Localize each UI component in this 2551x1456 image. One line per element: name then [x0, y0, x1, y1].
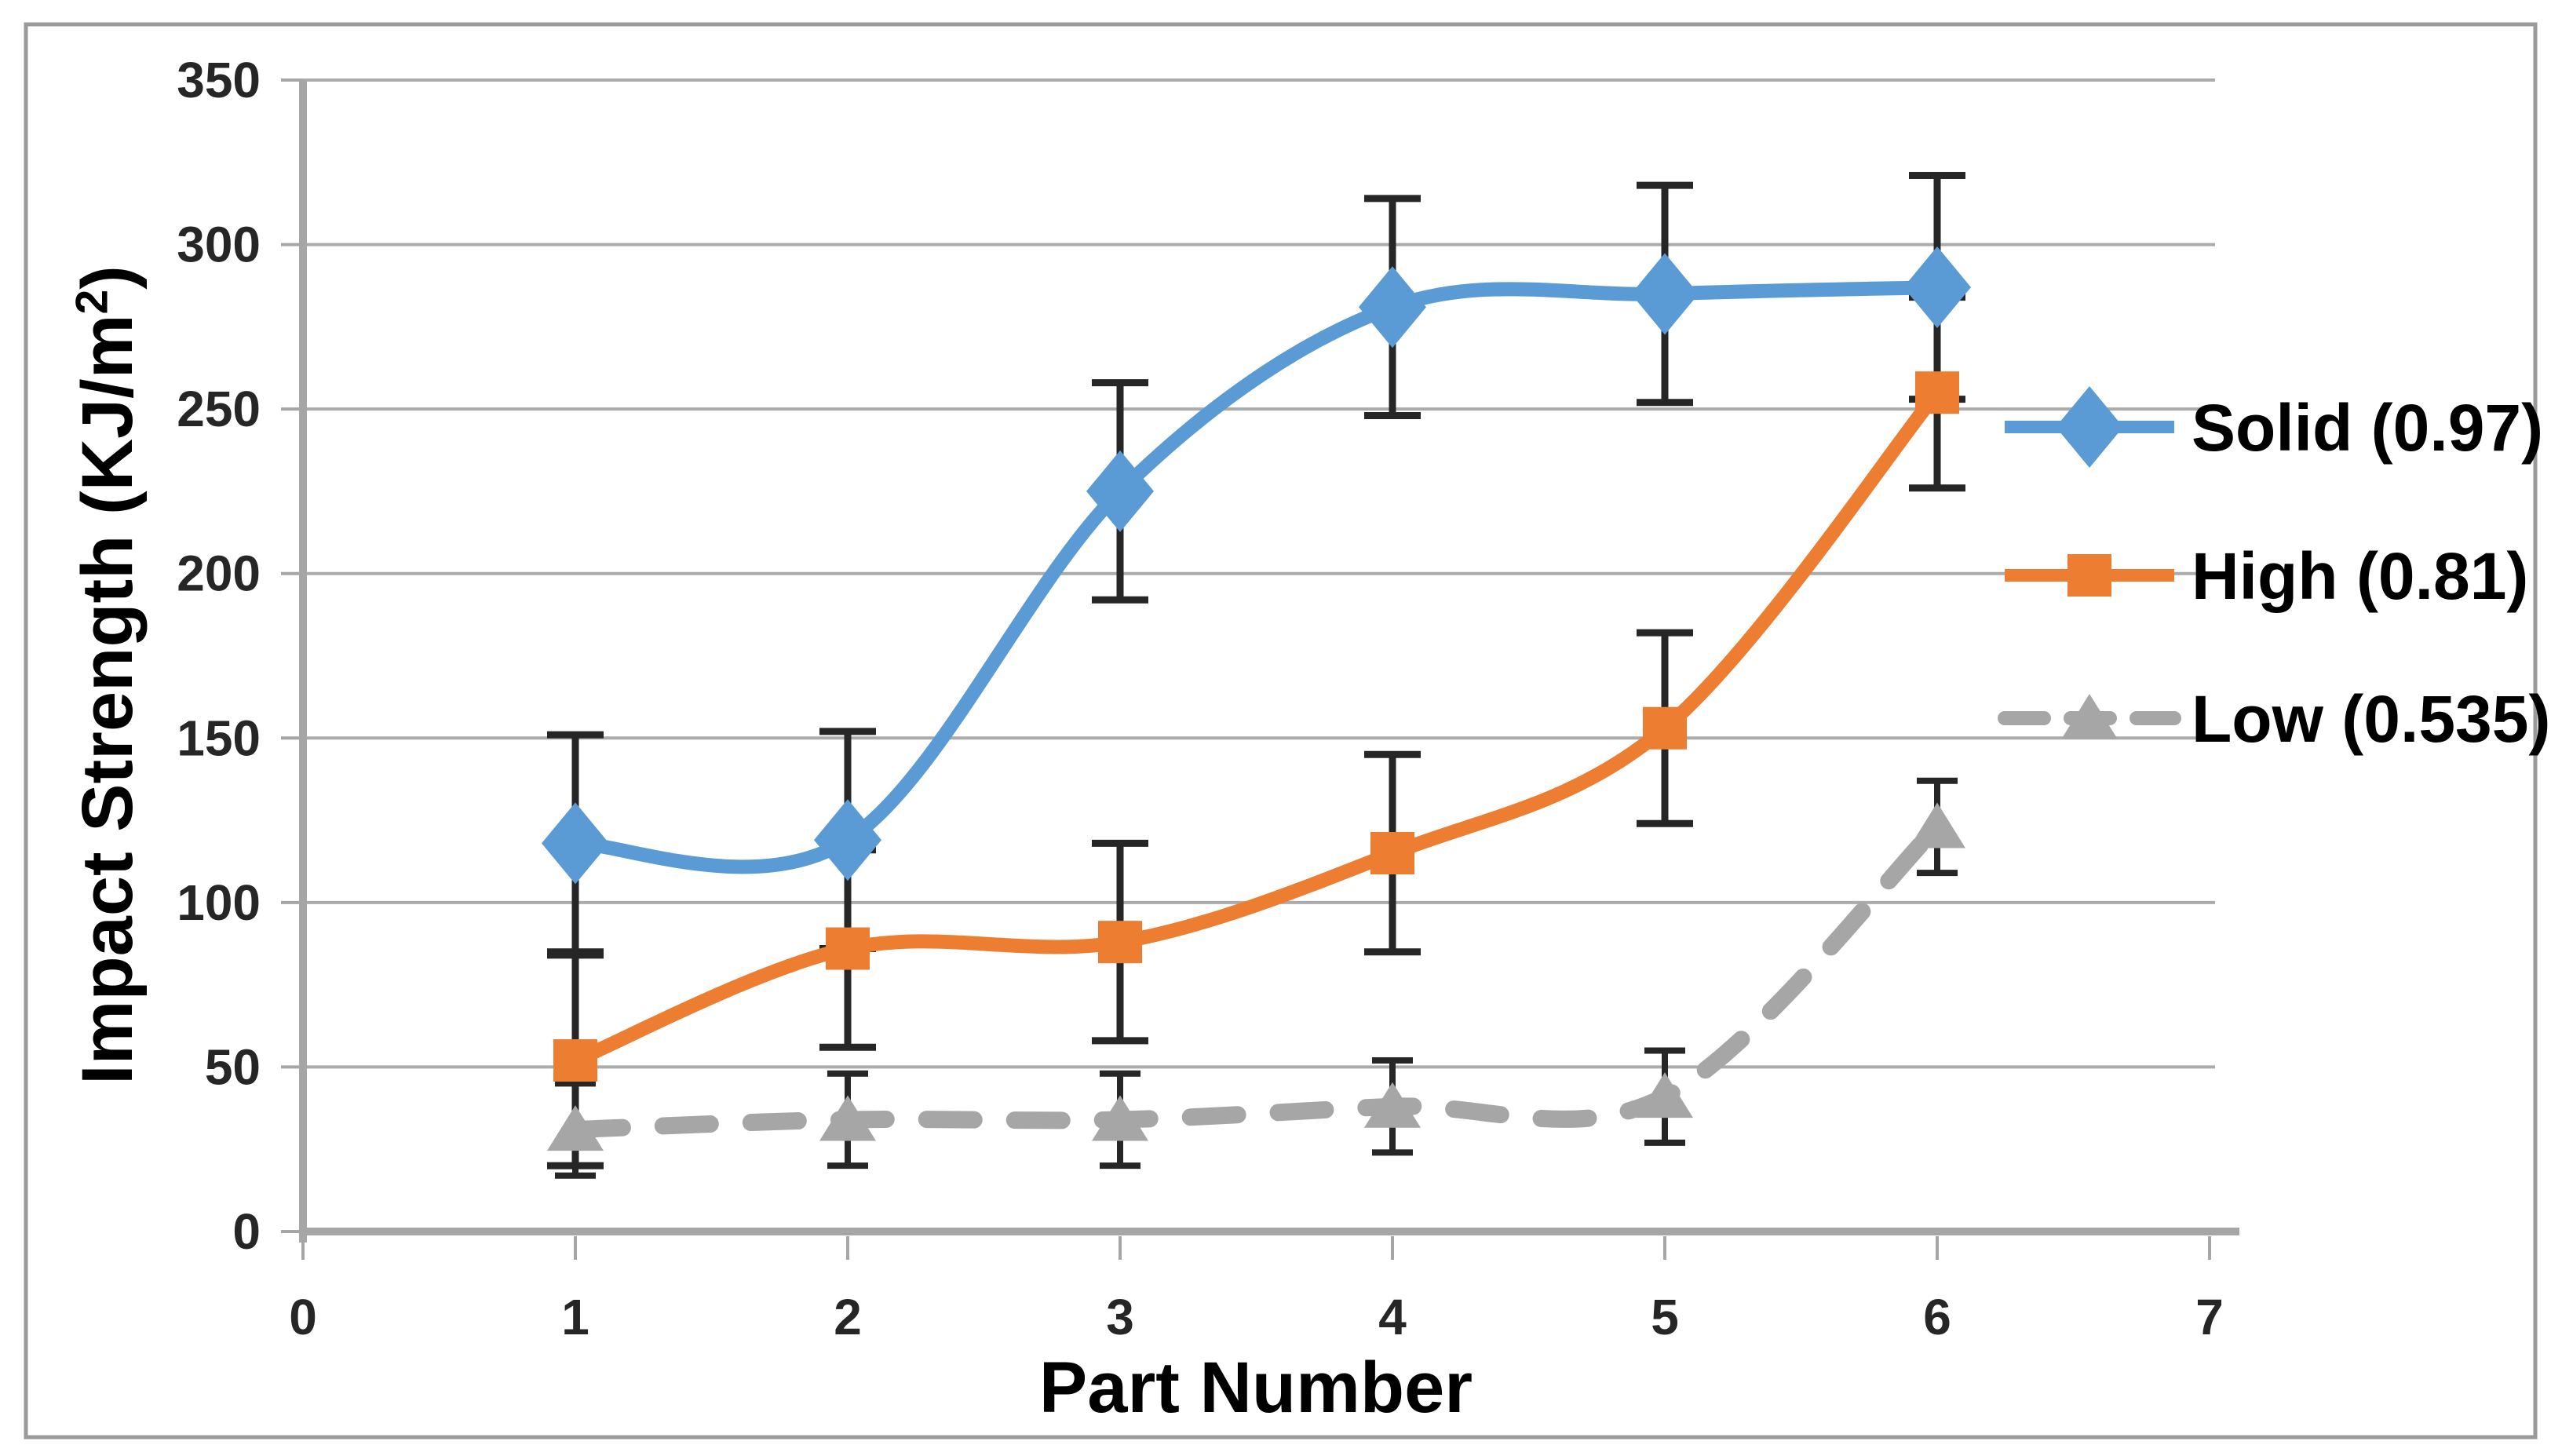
- legend-square-marker: [2067, 554, 2111, 597]
- y-tick-label-300: 300: [177, 217, 261, 273]
- square-marker-high: [1098, 921, 1142, 964]
- series-line-high: [572, 388, 1943, 1067]
- y-axis-title-text: Impact Strength (KJ/m: [68, 314, 148, 1085]
- x-tick-label-5: 5: [1651, 1289, 1679, 1345]
- x-tick-label-7: 7: [2195, 1289, 2224, 1345]
- square-marker-high: [1370, 831, 1414, 874]
- y-tick-label-0: 0: [232, 1203, 261, 1260]
- legend-triangle-marker: [2061, 694, 2118, 739]
- x-tick-label-2: 2: [834, 1289, 862, 1345]
- triangle-marker-low: [1092, 1095, 1148, 1141]
- series-line-low: [567, 818, 1946, 1139]
- y-tick-label-250: 250: [177, 381, 261, 437]
- square-marker-high: [826, 927, 870, 970]
- y-tick-label-50: 50: [205, 1038, 261, 1095]
- triangle-marker-low: [819, 1095, 876, 1141]
- y-axis-title-superscript: 2: [67, 289, 118, 315]
- legend-label: Solid (0.97): [2192, 391, 2543, 465]
- x-tick-label-0: 0: [289, 1289, 317, 1345]
- x-tick-label-3: 3: [1106, 1289, 1134, 1345]
- x-tick-label-6: 6: [1923, 1289, 1951, 1345]
- diamond-marker-solid: [1086, 450, 1154, 532]
- triangle-marker-low: [1364, 1082, 1421, 1128]
- legend-diamond-marker: [2056, 386, 2123, 468]
- y-tick-label-350: 350: [177, 52, 261, 108]
- diamond-marker-solid: [1903, 246, 1971, 329]
- chart-border: [24, 22, 2538, 1440]
- diamond-marker-solid: [1631, 253, 1699, 335]
- y-tick-label-100: 100: [177, 874, 261, 931]
- triangle-marker-low: [547, 1105, 604, 1151]
- y-tick-label-200: 200: [177, 546, 261, 602]
- x-tick-label-4: 4: [1378, 1289, 1407, 1345]
- triangle-marker-low: [1909, 802, 1965, 848]
- triangle-marker-low: [1637, 1072, 1693, 1118]
- legend-label: Low (0.535): [2192, 682, 2550, 756]
- legend-label: High (0.81): [2192, 539, 2528, 613]
- diamond-marker-solid: [1359, 266, 1426, 348]
- y-tick-label-150: 150: [177, 710, 261, 766]
- square-marker-high: [553, 1039, 597, 1082]
- y-axis-title-close: ): [68, 265, 148, 290]
- square-marker-high: [1915, 371, 1959, 414]
- x-tick-label-1: 1: [561, 1289, 589, 1345]
- square-marker-high: [1643, 706, 1687, 750]
- diamond-marker-solid: [814, 799, 881, 881]
- series-line-solid: [575, 280, 1938, 874]
- x-axis-title: Part Number: [1038, 1348, 1473, 1428]
- diamond-marker-solid: [542, 802, 609, 885]
- y-axis-title: Impact Strength (KJ/m2): [67, 265, 148, 1085]
